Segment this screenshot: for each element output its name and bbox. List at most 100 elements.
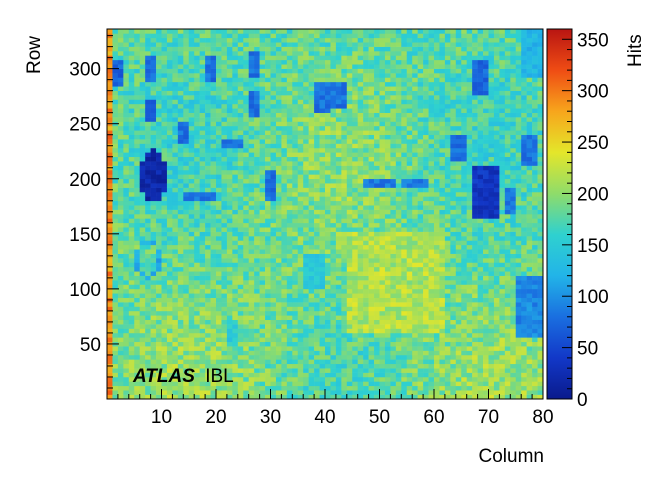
heatmap-cell — [412, 196, 418, 202]
heatmap-cell — [107, 81, 113, 87]
heatmap-cell — [341, 297, 348, 303]
heatmap-cell — [428, 244, 435, 250]
heatmap-cell — [417, 390, 424, 395]
heatmap-cell — [139, 117, 146, 122]
heatmap-cell — [183, 55, 190, 61]
heatmap-cell — [259, 218, 266, 224]
heatmap-cell — [150, 55, 157, 61]
heatmap-cell — [265, 134, 271, 140]
heatmap-cell — [423, 244, 429, 250]
heatmap-cell — [117, 293, 124, 298]
heatmap-cell — [156, 200, 162, 206]
heatmap-cell — [275, 156, 282, 162]
heatmap-cell — [406, 328, 413, 334]
heatmap-cell — [232, 346, 239, 351]
heatmap-cell — [423, 95, 429, 100]
heatmap-cell — [243, 174, 249, 180]
heatmap-cell — [341, 165, 348, 171]
heatmap-cell — [275, 46, 282, 52]
heatmap-cell — [357, 200, 364, 206]
heatmap-cell — [390, 222, 397, 228]
heatmap-cell — [199, 253, 206, 259]
heatmap-cell — [177, 275, 184, 281]
heatmap-cell — [395, 205, 402, 210]
heatmap-cell — [308, 293, 315, 298]
heatmap-cell — [188, 350, 195, 356]
heatmap-cell — [237, 165, 244, 171]
heatmap-cell — [395, 90, 402, 96]
heatmap-cell — [248, 112, 255, 118]
heatmap-cell — [117, 214, 124, 219]
heatmap-cell — [297, 73, 304, 78]
heatmap-cell — [401, 253, 408, 259]
heatmap-cell — [166, 174, 173, 180]
heatmap-cell — [166, 284, 173, 290]
heatmap-cell — [117, 139, 124, 144]
heatmap-cell — [194, 275, 200, 281]
heatmap-cell — [384, 385, 391, 391]
heatmap-cell — [117, 381, 124, 387]
heatmap-cell — [270, 183, 277, 188]
heatmap-cell — [188, 99, 195, 105]
heatmap-cell — [325, 37, 331, 43]
heatmap-cell — [374, 293, 380, 298]
heatmap-cell — [384, 161, 391, 166]
heatmap-cell — [423, 121, 429, 127]
heatmap-cell — [319, 121, 326, 127]
heatmap-cell — [270, 108, 277, 113]
heatmap-cell — [232, 280, 239, 285]
heatmap-cell — [330, 86, 337, 91]
heatmap-cell — [156, 29, 162, 34]
heatmap-cell — [357, 288, 364, 294]
heatmap-cell — [226, 376, 233, 382]
heatmap-cell — [395, 275, 402, 281]
heatmap-cell — [379, 103, 386, 109]
heatmap-cell — [281, 284, 288, 290]
heatmap-cell — [325, 258, 331, 263]
heatmap-cell — [352, 324, 358, 329]
heatmap-cell — [177, 95, 184, 100]
heatmap-cell — [145, 46, 151, 52]
heatmap-cell — [384, 169, 391, 175]
heatmap-cell — [325, 55, 331, 61]
heatmap-cell — [401, 169, 408, 175]
heatmap-cell — [292, 297, 299, 303]
heatmap-cell — [286, 81, 293, 87]
heatmap-cell — [145, 187, 151, 193]
heatmap-cell — [297, 310, 304, 316]
heatmap-cell — [357, 42, 364, 47]
heatmap-cell — [270, 262, 277, 268]
heatmap-cell — [270, 196, 277, 202]
heatmap-cell — [243, 99, 249, 105]
heatmap-cell — [216, 183, 222, 188]
heatmap-cell — [205, 134, 211, 140]
heatmap-cell — [150, 121, 157, 127]
heatmap-cell — [292, 258, 299, 263]
heatmap-cell — [183, 297, 190, 303]
heatmap-cell — [145, 200, 151, 206]
heatmap-cell — [123, 372, 130, 378]
heatmap-cell — [308, 125, 315, 131]
heatmap-cell — [390, 337, 397, 343]
heatmap-cell — [292, 33, 299, 39]
heatmap-cell — [226, 266, 233, 272]
heatmap-cell — [292, 218, 299, 224]
heatmap-cell — [172, 222, 179, 228]
heatmap-cell — [183, 354, 190, 360]
heatmap-cell — [330, 341, 337, 347]
heatmap-cell — [117, 55, 124, 61]
heatmap-cell — [183, 368, 190, 373]
heatmap-cell — [243, 240, 249, 246]
heatmap-cell — [205, 73, 211, 78]
heatmap-cell — [292, 125, 299, 131]
heatmap-cell — [248, 284, 255, 290]
heatmap-cell — [199, 112, 206, 118]
heatmap-cell — [156, 147, 162, 153]
heatmap-cell — [281, 161, 288, 166]
heatmap-cell — [292, 271, 299, 276]
heatmap-cell — [374, 244, 380, 250]
heatmap-cell — [265, 125, 271, 131]
heatmap-cell — [412, 346, 418, 351]
heatmap-cell — [199, 174, 206, 180]
heatmap-cell — [286, 161, 293, 166]
